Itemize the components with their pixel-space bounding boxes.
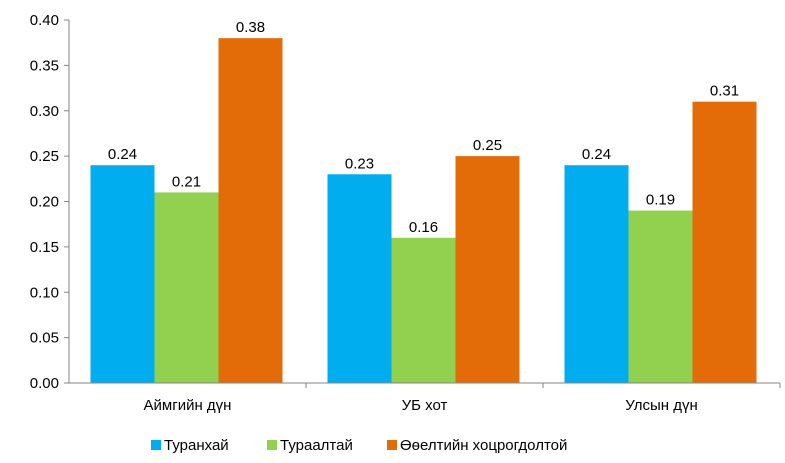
category-label: Аймгийн дүн xyxy=(144,397,232,414)
bar xyxy=(628,210,693,383)
data-label: 0.19 xyxy=(646,192,675,209)
data-label: 0.38 xyxy=(236,19,265,36)
legend: Туранхай Тураалтай Өөелтийн хоцрогдолтой xyxy=(151,437,567,454)
data-label: 0.24 xyxy=(582,146,611,163)
legend-item: Тураалтай xyxy=(267,437,353,454)
category-label: УБ хот xyxy=(402,397,448,414)
bar xyxy=(327,174,392,383)
y-tick-label: 0.35 xyxy=(30,57,59,74)
data-label: 0.31 xyxy=(710,83,739,100)
legend-label: Тураалтай xyxy=(280,437,353,454)
bar xyxy=(391,237,456,383)
legend-swatch xyxy=(151,440,161,450)
legend-swatch xyxy=(387,440,397,450)
bar xyxy=(455,156,520,383)
data-label: 0.21 xyxy=(172,173,201,190)
data-label: 0.25 xyxy=(473,137,502,154)
y-tick-label: 0.00 xyxy=(30,375,59,392)
bar xyxy=(154,192,219,383)
data-labels: 0.24 0.21 0.38 0.23 0.16 0.25 0.24 0.19 0.31 xyxy=(108,19,739,236)
legend-swatch xyxy=(267,440,277,450)
category-labels: Аймгийн дүн УБ хот Улсын дүн xyxy=(144,383,781,414)
bar xyxy=(218,38,283,384)
y-tick-label: 0.10 xyxy=(30,284,59,301)
data-label: 0.23 xyxy=(345,155,374,172)
bars xyxy=(90,38,757,384)
legend-label: Өөелтийн хоцрогдолтой xyxy=(400,437,567,454)
y-tick-label: 0.40 xyxy=(30,12,59,29)
legend-label: Туранхай xyxy=(164,437,229,454)
y-axis-ticks: 0.00 0.05 0.10 0.15 0.20 0.25 0.30 0.35 0.40 xyxy=(30,12,69,392)
y-tick-label: 0.30 xyxy=(30,103,59,120)
data-label: 0.16 xyxy=(409,219,438,236)
bar xyxy=(692,101,757,384)
y-tick-label: 0.15 xyxy=(30,239,59,256)
y-tick-label: 0.20 xyxy=(30,194,59,211)
y-tick-label: 0.25 xyxy=(30,148,59,165)
data-label: 0.24 xyxy=(108,146,137,163)
y-tick-label: 0.05 xyxy=(30,330,59,347)
legend-item: Өөелтийн хоцрогдолтой xyxy=(387,437,567,454)
bar xyxy=(90,165,155,383)
legend-item: Туранхай xyxy=(151,437,229,454)
category-label: Улсын дүн xyxy=(625,397,698,414)
bar xyxy=(564,165,629,383)
